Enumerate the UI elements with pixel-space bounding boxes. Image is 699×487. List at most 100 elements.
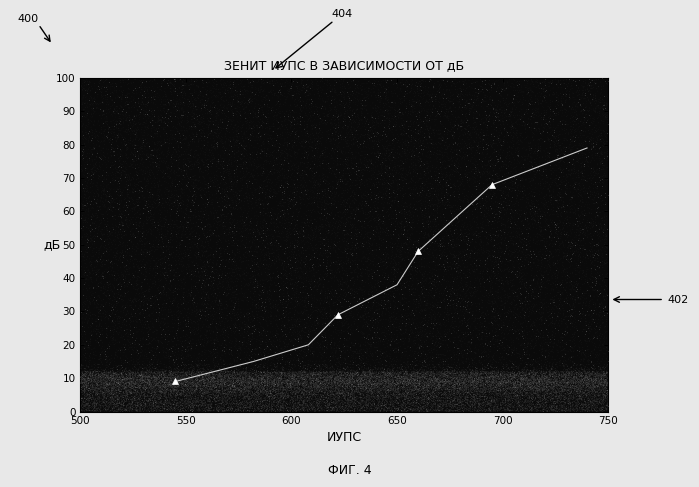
Point [356, 383, 367, 391]
Point [410, 329, 421, 337]
Point [287, 392, 298, 399]
Point [254, 400, 266, 408]
Point [337, 149, 348, 157]
Point [284, 396, 296, 404]
Point [151, 303, 162, 311]
Point [458, 371, 469, 378]
Point [223, 115, 234, 123]
Point [369, 373, 380, 380]
Point [428, 150, 439, 158]
Point [441, 221, 452, 228]
Point [276, 371, 287, 379]
Point [299, 408, 310, 415]
Point [565, 368, 576, 376]
Point [352, 369, 363, 376]
Point [320, 380, 331, 388]
Point [278, 379, 289, 387]
Point [361, 400, 373, 408]
Point [445, 98, 456, 106]
Point [597, 372, 608, 379]
Point [556, 231, 568, 239]
Point [527, 83, 538, 91]
Point [266, 398, 277, 406]
Point [373, 379, 384, 387]
Point [161, 396, 173, 404]
Point [539, 394, 550, 402]
Point [591, 75, 602, 83]
Point [160, 90, 171, 98]
Point [157, 245, 168, 253]
Point [546, 399, 557, 407]
Point [284, 373, 295, 380]
Point [140, 292, 152, 300]
Point [196, 280, 208, 287]
Point [419, 240, 430, 247]
Point [528, 381, 539, 389]
Point [305, 133, 316, 141]
Point [568, 361, 579, 369]
Point [121, 374, 132, 382]
Point [396, 408, 408, 415]
Point [264, 388, 275, 395]
Point [87, 398, 98, 406]
Point [204, 404, 215, 412]
Point [240, 350, 252, 358]
Point [520, 393, 531, 401]
Point [326, 372, 338, 379]
Point [410, 89, 421, 97]
Point [324, 237, 335, 245]
Point [349, 115, 360, 123]
Point [93, 375, 104, 383]
Point [540, 372, 552, 380]
Point [192, 316, 203, 323]
Point [271, 368, 282, 376]
Point [90, 158, 101, 166]
Point [471, 166, 482, 173]
Point [530, 404, 541, 412]
Point [288, 371, 299, 379]
Point [252, 379, 263, 387]
Point [521, 375, 533, 383]
Point [593, 124, 605, 131]
Point [505, 369, 517, 377]
Point [170, 138, 181, 146]
Point [487, 390, 498, 398]
Point [466, 381, 477, 389]
Point [463, 285, 474, 293]
Point [598, 98, 610, 106]
Point [277, 376, 288, 384]
Point [208, 368, 219, 376]
Point [477, 390, 489, 397]
Point [205, 407, 216, 415]
Point [446, 242, 457, 250]
Point [200, 385, 211, 393]
Point [108, 132, 119, 140]
Point [474, 329, 485, 337]
Point [425, 242, 436, 249]
Point [191, 377, 202, 385]
Point [541, 377, 552, 385]
Point [546, 388, 557, 395]
Point [596, 205, 607, 213]
Point [150, 221, 161, 228]
Point [485, 402, 496, 410]
Point [362, 350, 373, 357]
Point [194, 362, 206, 370]
Point [347, 210, 358, 218]
Point [415, 373, 426, 381]
Point [215, 390, 226, 398]
Point [453, 386, 464, 394]
Point [89, 406, 101, 414]
Point [568, 330, 579, 338]
Point [496, 375, 507, 382]
Point [453, 255, 464, 263]
Point [217, 164, 229, 172]
Point [551, 376, 562, 384]
Point [166, 372, 178, 379]
Point [537, 345, 548, 353]
Point [149, 336, 160, 344]
Point [400, 393, 411, 401]
Point [315, 198, 326, 206]
Point [305, 343, 317, 351]
Point [569, 200, 580, 208]
